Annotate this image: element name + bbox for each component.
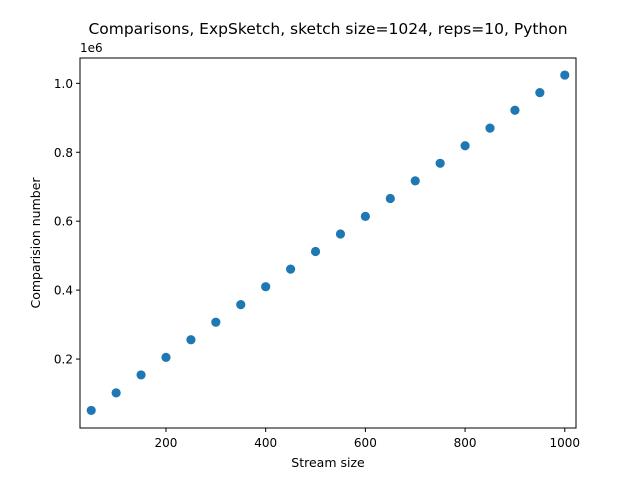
data-point bbox=[136, 370, 146, 380]
data-point bbox=[261, 282, 271, 292]
data-point bbox=[360, 211, 370, 221]
data-point bbox=[510, 105, 520, 115]
data-point bbox=[236, 300, 246, 310]
data-point bbox=[535, 88, 545, 98]
data-point bbox=[460, 141, 470, 151]
data-point bbox=[410, 176, 420, 186]
data-point bbox=[435, 158, 445, 168]
y-tick-label: 0.2 bbox=[54, 353, 73, 367]
data-point bbox=[485, 123, 495, 133]
chart-title: Comparisons, ExpSketch, sketch size=1024… bbox=[88, 20, 567, 38]
x-tick-label: 600 bbox=[354, 436, 377, 450]
y-offset-label: 1e6 bbox=[80, 41, 103, 55]
data-point bbox=[560, 70, 570, 80]
data-point bbox=[211, 317, 221, 327]
y-tick-label: 0.8 bbox=[54, 146, 73, 160]
data-points bbox=[86, 70, 570, 416]
data-point bbox=[111, 388, 121, 398]
data-point bbox=[86, 405, 96, 416]
data-point bbox=[385, 193, 395, 204]
x-axis-ticks: 200 400 600 800 1000 bbox=[155, 428, 581, 450]
data-point bbox=[161, 352, 171, 362]
data-point bbox=[286, 264, 296, 274]
plot-frame bbox=[79, 57, 577, 429]
y-tick-label: 0.4 bbox=[54, 284, 73, 298]
y-tick-label: 1.0 bbox=[54, 77, 73, 91]
y-tick-label: 0.6 bbox=[54, 215, 73, 229]
x-axis-label: Stream size bbox=[291, 455, 365, 470]
data-point bbox=[335, 229, 346, 239]
data-point bbox=[186, 335, 196, 345]
x-tick-label: 800 bbox=[454, 436, 477, 450]
y-axis-ticks: 0.2 0.4 0.6 0.8 1.0 bbox=[54, 77, 80, 367]
y-axis-label: Comparision number bbox=[28, 177, 43, 309]
data-point bbox=[310, 246, 321, 257]
x-tick-label: 1000 bbox=[550, 436, 581, 450]
x-tick-label: 200 bbox=[155, 436, 178, 450]
x-tick-label: 400 bbox=[254, 436, 277, 450]
